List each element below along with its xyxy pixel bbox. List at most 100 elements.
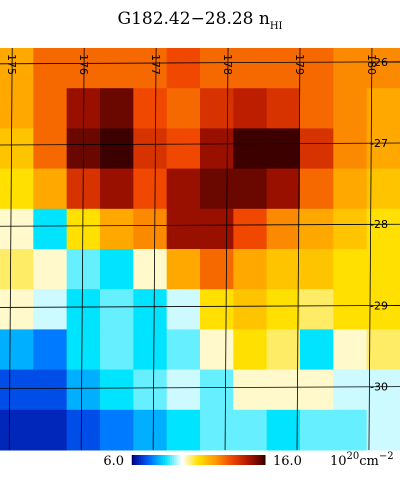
grid-line <box>0 305 400 308</box>
map-cell <box>100 289 134 330</box>
x-tick-label: 180 <box>365 54 378 75</box>
colorbar-step <box>214 455 217 465</box>
map-cell <box>200 168 234 210</box>
colorbar-step <box>165 455 168 465</box>
map-cell <box>100 48 134 89</box>
colorbar-step <box>138 455 142 465</box>
map-cell <box>133 48 168 89</box>
map-cell <box>166 208 201 250</box>
colorbar-step <box>233 455 237 465</box>
map-cell <box>66 208 101 250</box>
title-main: G182.42−28.28 n <box>118 9 270 29</box>
map-cell <box>266 208 301 250</box>
map-cell <box>0 329 34 371</box>
colorbar-step <box>238 455 242 465</box>
map-cell <box>233 249 268 290</box>
map-cell <box>266 48 301 89</box>
map-cell <box>333 168 368 210</box>
colorbar-step <box>211 455 215 465</box>
map-cell <box>33 168 68 210</box>
colorbar-step <box>180 455 184 465</box>
colorbar-step <box>171 455 175 465</box>
unit-exponent: 20 <box>347 451 360 462</box>
map-cell <box>266 369 301 411</box>
map-cell <box>166 289 201 330</box>
colorbar-step <box>205 455 208 465</box>
colorbar-step <box>194 455 197 465</box>
grid-line <box>224 47 229 451</box>
map-cell <box>300 48 334 89</box>
grid-line <box>80 47 85 451</box>
map-cell <box>300 289 334 330</box>
map-cell <box>100 249 134 290</box>
map-cell <box>33 128 68 170</box>
map-cell <box>0 289 34 330</box>
map-cell <box>166 329 201 371</box>
map-cell <box>266 168 301 210</box>
map-cell <box>166 48 201 89</box>
map-cell <box>200 208 234 250</box>
colorbar-step <box>167 455 171 465</box>
map-cell <box>66 329 101 371</box>
map-cell <box>133 369 168 411</box>
title-subscript: HI <box>270 21 283 32</box>
map-cell <box>100 88 134 129</box>
y-tick-label: -27 <box>370 137 388 150</box>
map-cell <box>166 409 201 451</box>
map-cell <box>200 329 234 371</box>
colorbar-step <box>249 455 253 465</box>
map-cell <box>0 128 34 170</box>
map-cell <box>200 409 234 451</box>
colorbar-step <box>134 455 137 465</box>
map-cell <box>166 128 201 170</box>
colorbar-step <box>174 455 177 465</box>
map-cell <box>300 88 334 129</box>
map-cell <box>300 208 334 250</box>
map-cell <box>166 369 201 411</box>
coordinate-grid: 175 176 177 178 179 180-26 -27 -28 -29 -30 <box>0 47 400 451</box>
map-cell <box>233 329 268 371</box>
colorbar-label: 6.0 <box>103 454 124 469</box>
map-cell <box>266 249 301 290</box>
map-cell <box>100 369 134 411</box>
map-cell <box>266 329 301 371</box>
colorbar-step <box>242 455 246 465</box>
map-cell <box>200 289 234 330</box>
colorbar-step <box>202 455 206 465</box>
map-cell <box>366 168 400 210</box>
map-cell <box>300 329 334 371</box>
x-tick-label: 175 <box>5 54 18 75</box>
colorbar-step <box>258 455 262 465</box>
colorbar-step <box>216 455 219 465</box>
colorbar-step <box>245 455 248 465</box>
unit-base: 10 <box>330 454 347 469</box>
map-cell <box>300 409 334 451</box>
map-cell <box>133 289 168 330</box>
colorbar-step <box>156 455 160 465</box>
colorbar-step <box>176 455 180 465</box>
grid-line <box>152 47 157 451</box>
map-cell <box>333 208 368 250</box>
map-cell <box>366 249 400 290</box>
map-cell <box>166 88 201 129</box>
map-cell <box>233 369 268 411</box>
colorbar-step <box>158 455 162 465</box>
colorbar-step <box>218 455 222 465</box>
map-cell <box>66 249 101 290</box>
colorbar-step <box>147 455 151 465</box>
x-tick-label: 178 <box>221 54 234 75</box>
colorbar-step <box>149 455 153 465</box>
unit-name: cm <box>359 454 379 469</box>
map-cell <box>66 289 101 330</box>
map-cell <box>0 409 34 451</box>
map-cell <box>233 168 268 210</box>
map-cell <box>333 409 368 451</box>
map-cell <box>0 88 34 129</box>
map-cell <box>233 208 268 250</box>
colorbar-step <box>191 455 195 465</box>
colorbar-step <box>251 455 255 465</box>
map-cell <box>233 409 268 451</box>
colorbar-step <box>163 455 166 465</box>
map-cell <box>100 409 134 451</box>
